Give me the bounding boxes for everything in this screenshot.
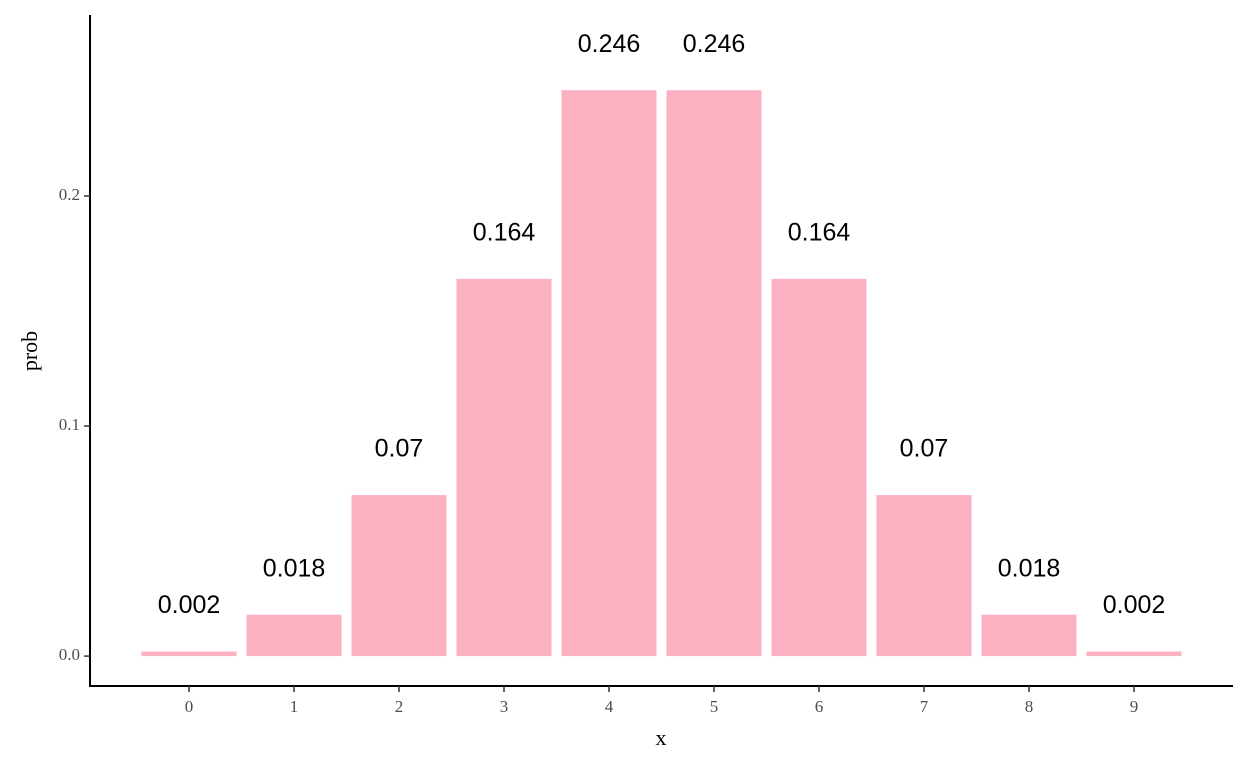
value-label: 0.164 (473, 218, 536, 246)
x-tick-label: 4 (605, 697, 614, 716)
bar (666, 90, 762, 657)
value-label: 0.018 (263, 554, 326, 582)
bar (141, 651, 237, 657)
value-label: 0.018 (998, 554, 1061, 582)
x-tick-label: 2 (395, 697, 404, 716)
bar (771, 278, 867, 657)
x-tick-label: 6 (815, 697, 824, 716)
value-label: 0.246 (578, 30, 641, 58)
x-tick-label: 0 (185, 697, 194, 716)
x-axis-title: x (656, 725, 667, 750)
bar (561, 90, 657, 657)
bar (351, 495, 447, 657)
x-tick-label: 1 (290, 697, 299, 716)
x-tick-label: 8 (1025, 697, 1034, 716)
value-label: 0.164 (788, 218, 851, 246)
bar (456, 278, 552, 657)
x-tick-label: 9 (1130, 697, 1139, 716)
value-label: 0.07 (375, 435, 424, 463)
value-label: 0.002 (158, 591, 221, 619)
bar (981, 614, 1077, 657)
x-tick-label: 5 (710, 697, 719, 716)
value-label: 0.07 (900, 435, 949, 463)
bar (246, 614, 342, 657)
x-tick-label: 3 (500, 697, 509, 716)
bar (876, 495, 972, 657)
y-axis-title: prob (17, 331, 42, 371)
y-tick-label: 0.1 (59, 415, 80, 434)
value-label: 0.002 (1103, 591, 1166, 619)
y-tick-label: 0.2 (59, 185, 80, 204)
value-label: 0.246 (683, 30, 746, 58)
bar (1086, 651, 1182, 657)
x-tick-label: 7 (920, 697, 929, 716)
y-tick-label: 0.0 (59, 645, 80, 664)
